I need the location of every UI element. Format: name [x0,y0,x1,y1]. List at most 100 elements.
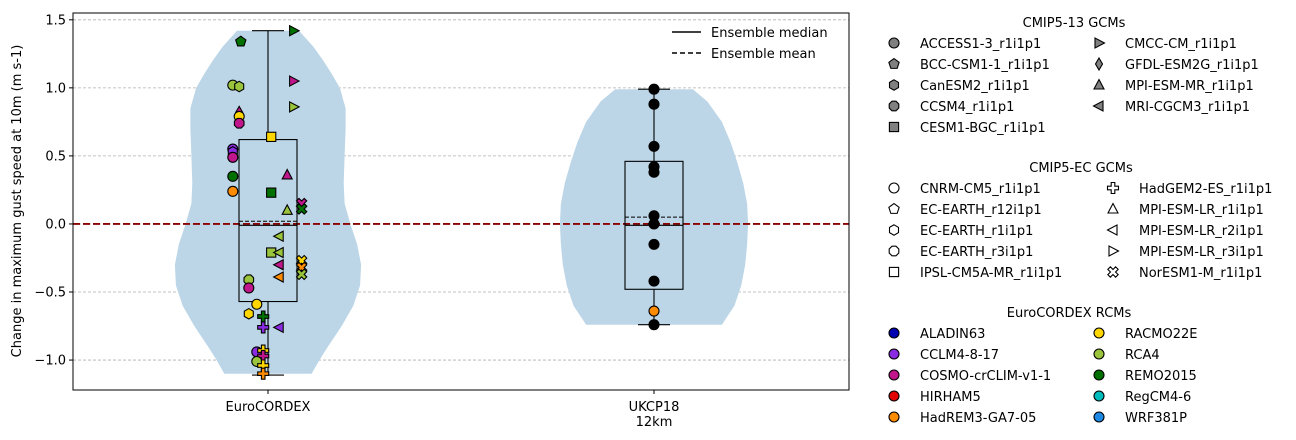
data-point [281,203,294,215]
data-point [295,268,308,281]
legend-label: REMO2015 [1125,369,1197,384]
legend-label: GFDL-ESM2G_r1i1p1 [1125,58,1259,73]
data-point [243,307,254,320]
y-axis: −1.0 −0.5 0.0 0.5 1.0 1.5 [34,13,73,369]
legend-label: ACCESS1-3_r1i1p1 [920,37,1041,52]
data-point [257,367,270,380]
violins [174,30,749,374]
y-tick-label: 1.5 [45,13,66,28]
legend-label: HadGEM2-ES_r1i1p1 [1139,182,1272,197]
plot-frame [72,12,850,391]
data-point [648,319,660,331]
legend-marker [888,79,900,91]
y-axis-label: Change in maximum gust speed at 10m (m s… [10,45,25,358]
data-point [233,117,245,129]
legend-label: EC-EARTH_r12i1p1 [920,203,1042,218]
legend-group-title: CMIP5-13 GCMs [1023,16,1126,31]
data-point [648,83,660,95]
data-point [289,75,301,87]
legend-label: COSMO-crCLIM-v1-1 [920,369,1051,384]
data-point [648,166,660,178]
data-point [235,35,247,47]
data-point [227,170,239,182]
x-tick-label: EuroCORDEX [226,400,311,415]
y-tick-label: 0.5 [45,149,66,164]
data-point [289,24,301,37]
legend-marker [888,348,900,360]
data-point [227,185,239,197]
legend-label: HIRHAM5 [920,390,981,405]
legend-label: ALADIN63 [920,327,985,342]
legend-label: BCC-CSM1-1_r1i1p1 [920,58,1050,73]
data-point [251,298,263,310]
legend-label: EC-EARTH_r1i1p1 [920,224,1033,239]
legend-marker [1092,100,1104,112]
data-point [272,271,284,283]
x-tick-label: 12km [636,415,673,430]
legend-label: MPI-ESM-MR_r1i1p1 [1125,79,1254,94]
data-point [648,98,660,110]
legend-label: CCLM4-8-17 [920,348,999,363]
legend-label: MPI-ESM-LR_r1i1p1 [1139,203,1264,218]
data-point [648,238,660,250]
legend-group-title: CMIP5-EC GCMs [1029,161,1133,176]
legend-marker [888,245,900,257]
legend-label: IPSL-CM5A-MR_r1i1p1 [920,266,1062,281]
legend-marker [888,369,900,381]
model-points [227,24,660,380]
legend-marker [888,411,900,423]
x-tick-label: UKCP18 [629,400,680,415]
legend-label: HadREM3-GA7-05 [920,411,1036,426]
legend-marker [888,327,900,339]
legend-label: RACMO22E [1125,327,1197,342]
legend-marker [888,100,900,112]
legend-marker [888,121,900,133]
legend-label: Ensemble median [711,26,828,41]
legend-marker [1093,78,1105,90]
y-tick-label: −0.5 [34,286,66,301]
legend-label: CNRM-CM5_r1i1p1 [920,182,1041,197]
y-tick-label: 1.0 [45,81,66,96]
legend-label: WRF381P [1125,411,1187,426]
legend-marker [1093,348,1105,360]
legend-label: CMCC-CM_r1i1p1 [1125,37,1237,52]
violin-ukcp18 [559,89,749,325]
data-point [257,321,270,334]
legend-marker [888,202,900,214]
data-point [272,258,284,271]
data-point [266,187,277,198]
legend-label: MRI-CGCM3_r1i1p1 [1125,100,1250,115]
legend-marker [1093,411,1105,423]
data-point [289,100,301,113]
data-point [272,230,284,243]
legend-marker [1094,37,1106,49]
data-point [281,168,294,180]
legend-label: Ensemble mean [711,47,816,62]
legend-marker [888,266,900,278]
model-legend: CMIP5-13 GCMs ACCESS1-3_r1i1p1 BCC-CSM1-1_… [888,16,1272,426]
legend-label: CanESM2_r1i1p1 [920,79,1030,94]
legend-marker [1094,56,1104,72]
y-tick-label: 0.0 [45,217,66,232]
y-tick-label: −1.0 [34,354,66,369]
violin-eurocordex [174,30,362,374]
legend-marker [1093,369,1105,381]
data-point [648,275,660,287]
data-point [272,321,284,334]
legend-marker [888,390,900,402]
ensemble-legend: Ensemble median Ensemble mean [672,26,828,62]
data-point [648,305,660,317]
legend-marker [888,37,900,49]
legend-marker [1108,245,1120,257]
legend-group-title: EuroCORDEX RCMs [1007,306,1132,321]
data-point [234,80,245,93]
data-point [272,246,284,259]
legend-label: CCSM4_r1i1p1 [920,100,1014,115]
legend-label: EC-EARTH_r3i1p1 [920,245,1033,260]
legend-marker [888,182,900,194]
legend-label: NorESM1-M_r1i1p1 [1139,266,1262,281]
data-point [227,151,239,163]
legend-marker [1106,181,1120,195]
